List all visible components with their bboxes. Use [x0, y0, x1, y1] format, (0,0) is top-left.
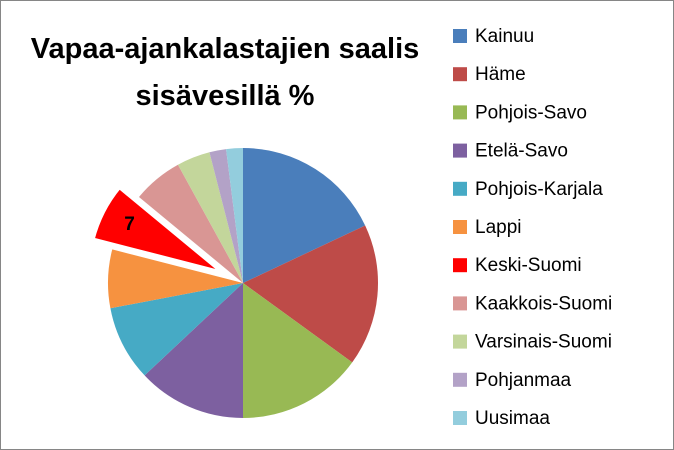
- pie-slice: [177, 152, 243, 283]
- pie-slice: [90, 184, 225, 275]
- legend-swatch: [453, 143, 467, 158]
- legend-swatch: [453, 411, 467, 425]
- legend-label: Kaakkois-Suomi: [475, 293, 612, 314]
- pie-slice: [110, 283, 243, 376]
- chart-title: Vapaa-ajankalastajien saalis sisävesillä…: [30, 33, 420, 112]
- legend-swatch: [453, 220, 467, 234]
- legend-swatch: [453, 67, 467, 82]
- legend-swatch: [453, 181, 467, 196]
- legend-swatch: [453, 258, 467, 273]
- legend-swatch: [453, 334, 467, 349]
- legend-label: Pohjois-Karjala: [475, 179, 603, 200]
- legend-swatch: [453, 29, 467, 43]
- legend-label: Kainuu: [475, 26, 534, 47]
- pie-slice: [138, 164, 243, 283]
- legend-label: Etelä-Savo: [475, 141, 568, 162]
- legend-swatch: [453, 296, 467, 311]
- pie-slice: [226, 148, 243, 283]
- legend-label: Pohjois-Savo: [475, 102, 587, 123]
- pie-slice: [243, 225, 378, 363]
- legend-swatch: [453, 105, 467, 120]
- legend-label: Varsinais-Suomi: [475, 332, 612, 353]
- pie-slice: [144, 283, 243, 418]
- legend-label: Lappi: [475, 217, 522, 238]
- data-label: 7: [124, 214, 135, 235]
- legend-swatch: [453, 372, 467, 387]
- legend-label: Pohjanmaa: [475, 370, 572, 391]
- pie-slice: [243, 148, 366, 283]
- pie-slice: [209, 149, 243, 283]
- legend-label: Häme: [475, 64, 526, 85]
- pie-slice: [108, 249, 243, 309]
- legend-label: Keski-Suomi: [475, 255, 582, 276]
- legend-label: Uusimaa: [475, 408, 550, 429]
- pie-slice: [243, 283, 353, 418]
